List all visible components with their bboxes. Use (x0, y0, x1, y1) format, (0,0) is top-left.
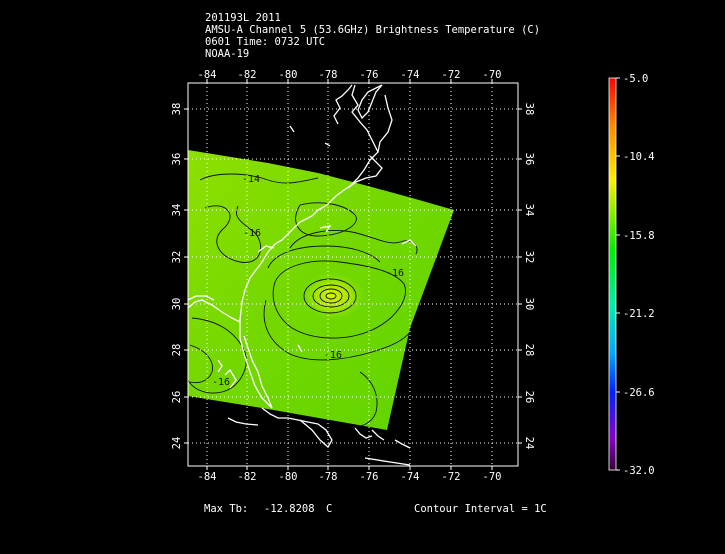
warm-core-blob (299, 270, 367, 322)
contour-labels: -14 -16 -16 -16 -16 (212, 174, 404, 388)
lon-tick-label: -70 (483, 471, 502, 483)
lon-tick-label: -72 (442, 471, 461, 483)
header-satellite: NOAA-19 (205, 48, 249, 60)
lon-tick-label: -80 (279, 69, 298, 81)
lon-labels-bottom: -84 -82 -80 -78 -76 -74 -72 -70 (198, 471, 502, 483)
lat-lon-grid (188, 83, 518, 466)
lat-labels-right: 24 26 28 30 32 34 36 38 (523, 103, 535, 450)
lon-tick-label: -76 (360, 69, 379, 81)
contour-label: -16 (324, 350, 342, 361)
lat-tick-label: 24 (523, 437, 535, 450)
lat-labels-left: 24 26 28 30 32 34 36 38 (171, 103, 183, 450)
lat-tick-label: 34 (171, 204, 183, 217)
contour-interval-text: Contour Interval = 1C (414, 503, 547, 515)
lat-tick-label: 32 (523, 251, 535, 264)
lat-tick-label: 36 (523, 153, 535, 166)
figure-header: 201193L 2011 AMSU-A Channel 5 (53.6GHz) … (205, 12, 540, 60)
lon-tick-label: -84 (198, 69, 217, 81)
lon-tick-label: -78 (319, 471, 338, 483)
map-area: -14 -16 -16 -16 -16 (171, 69, 535, 483)
lon-tick-label: -70 (483, 69, 502, 81)
lon-tick-label: -74 (401, 69, 420, 81)
lat-tick-label: 30 (171, 298, 183, 311)
colorbar-label: -10.4 (623, 151, 655, 163)
lat-tick-label: 28 (171, 344, 183, 357)
lat-tick-label: 36 (171, 153, 183, 166)
lon-tick-label: -76 (360, 471, 379, 483)
lat-tick-label: 26 (171, 391, 183, 404)
max-tb-label: Max Tb: (204, 503, 248, 515)
max-tb-value: -12.8208 (264, 503, 315, 515)
lat-tick-label: 28 (523, 344, 535, 357)
contour-label: -16 (212, 377, 230, 388)
lon-tick-label: -72 (442, 69, 461, 81)
lat-tick-label: 26 (523, 391, 535, 404)
contour-lines (188, 173, 418, 427)
contour-label: -16 (243, 228, 261, 239)
lon-tick-label: -74 (401, 471, 420, 483)
colorbar-label: -21.2 (623, 308, 655, 320)
header-time: 0601 Time: 0732 UTC (205, 36, 325, 48)
lat-tick-label: 38 (523, 103, 535, 116)
colorbar-label: -5.0 (623, 73, 648, 85)
header-channel: AMSU-A Channel 5 (53.6GHz) Brightness Te… (205, 24, 540, 36)
lon-tick-label: -84 (198, 471, 217, 483)
header-storm-id: 201193L 2011 (205, 12, 281, 24)
contour-label: -14 (242, 174, 260, 185)
lat-tick-label: 30 (523, 298, 535, 311)
colorbar: -5.0 -10.4 -15.8 -21.2 -26.6 -32.0 (608, 73, 655, 477)
colorbar-gradient (608, 77, 617, 471)
colorbar-label: -26.6 (623, 387, 655, 399)
map-frame (187, 82, 519, 467)
lon-tick-label: -82 (238, 471, 257, 483)
max-tb-unit: C (326, 503, 332, 515)
lon-tick-label: -82 (238, 69, 257, 81)
contour-label: -16 (386, 268, 404, 279)
lat-tick-label: 34 (523, 204, 535, 217)
axis-ticks (184, 79, 522, 470)
lat-tick-label: 24 (171, 437, 183, 450)
lon-tick-label: -80 (279, 471, 298, 483)
colorbar-label: -15.8 (623, 230, 655, 242)
colorbar-label: -32.0 (623, 465, 655, 477)
lon-labels-top: -84 -82 -80 -78 -76 -74 -72 -70 (198, 69, 502, 81)
lat-tick-label: 38 (171, 103, 183, 116)
lat-tick-label: 32 (171, 251, 183, 264)
figure-footer: Max Tb: -12.8208 C Contour Interval = 1C (204, 503, 547, 515)
lon-tick-label: -78 (319, 69, 338, 81)
